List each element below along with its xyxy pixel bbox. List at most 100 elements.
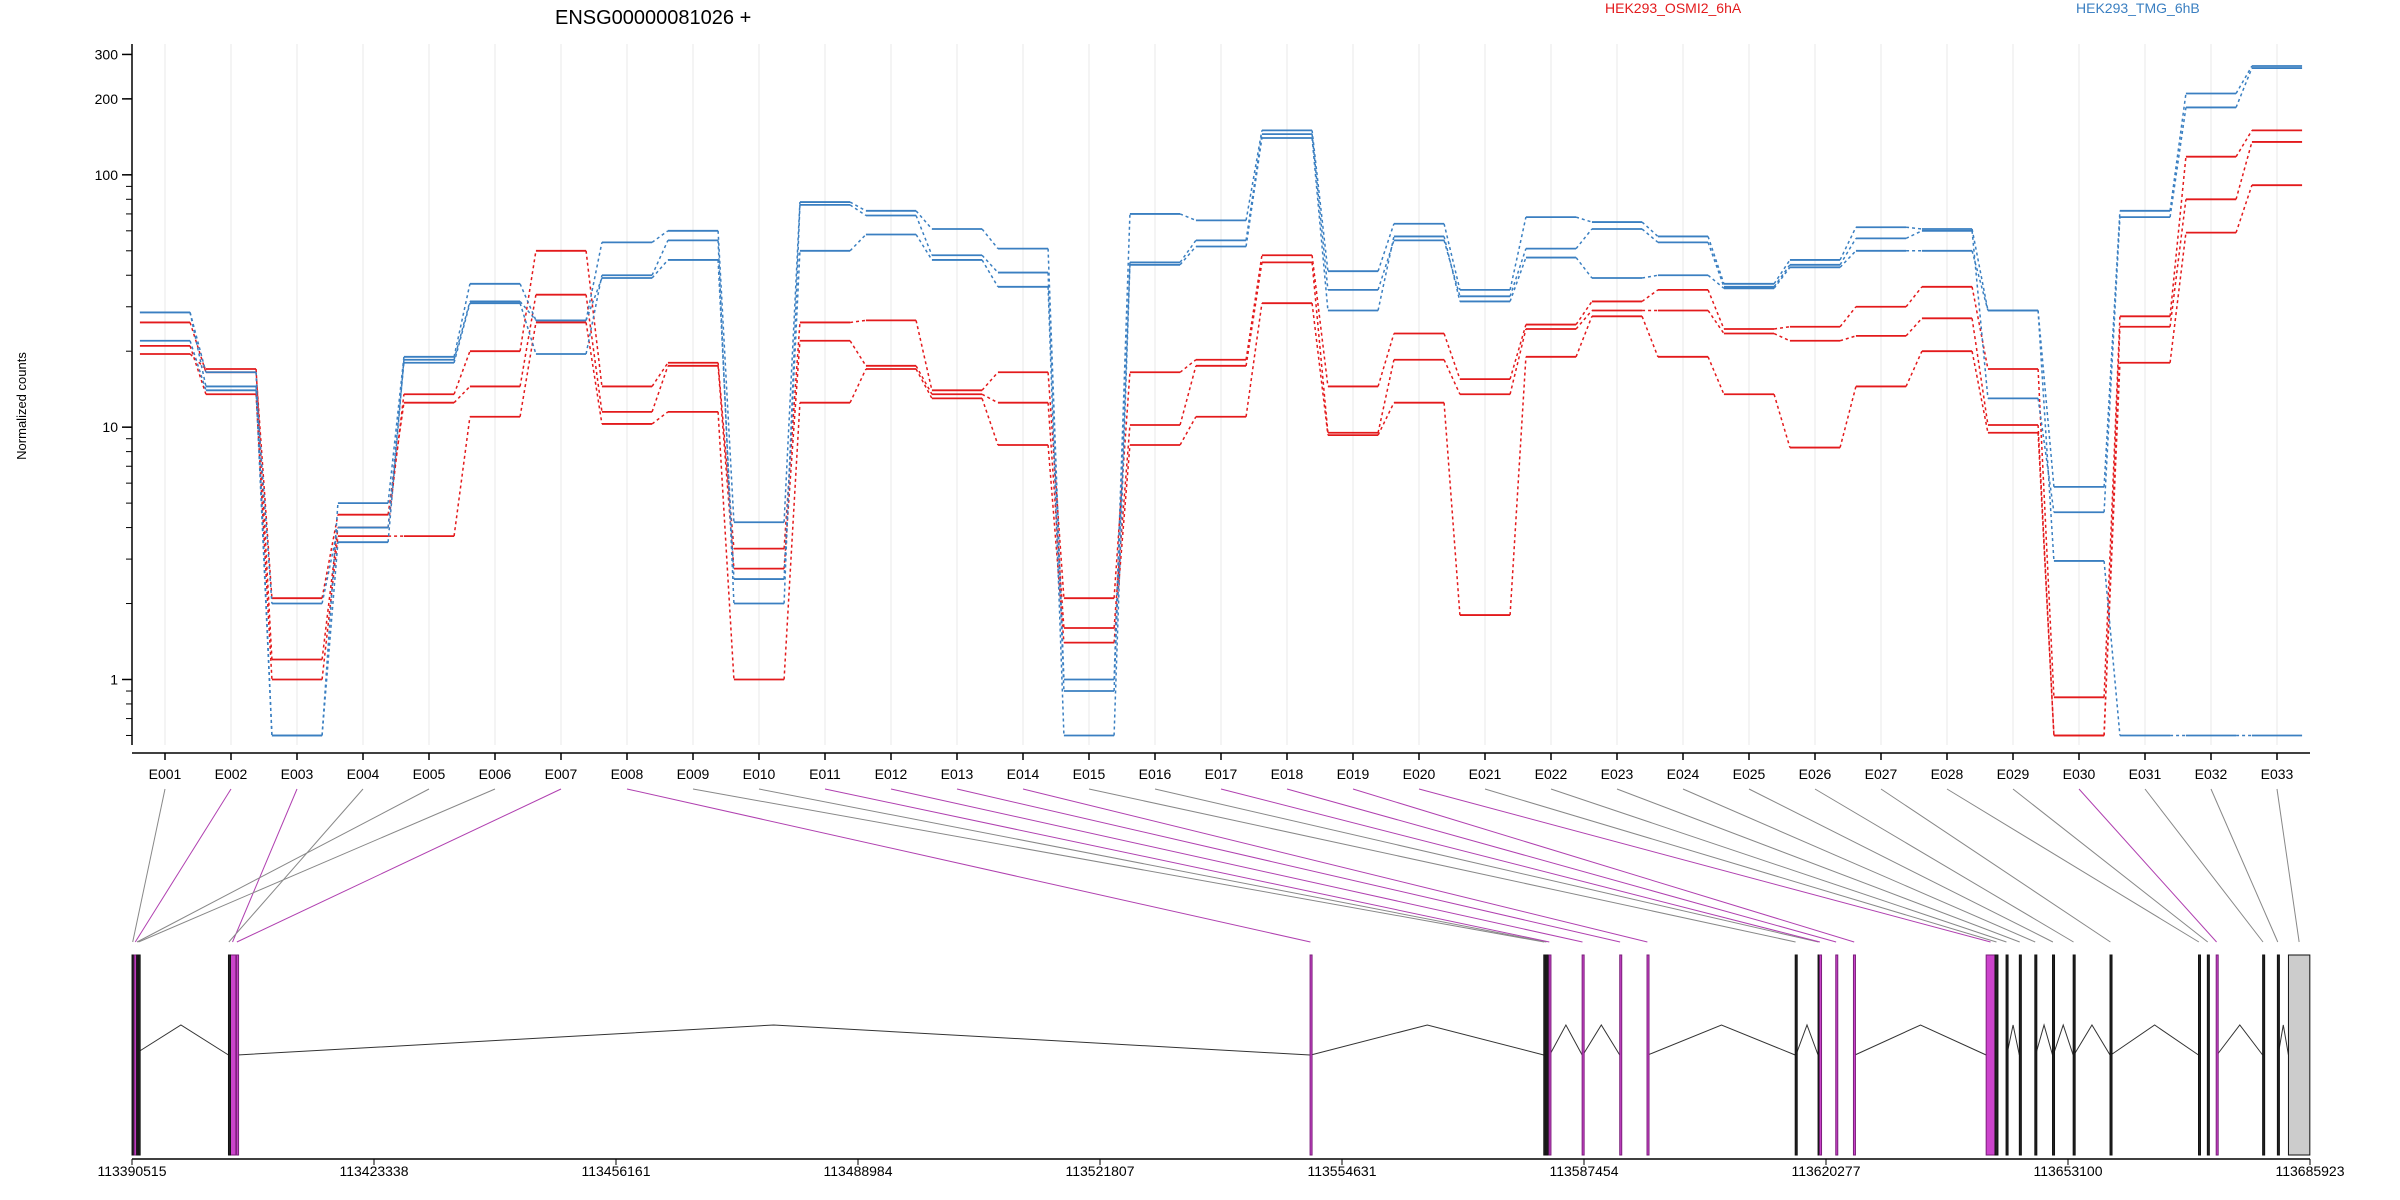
series-connector: [849, 234, 867, 252]
series-connector: [1443, 236, 1461, 302]
genomic-tick-label: 113685923: [2275, 1163, 2344, 1179]
exon-box: [1985, 954, 1996, 1156]
series-connector: [1707, 310, 1725, 334]
series-connector: [1311, 134, 1329, 290]
exon-connector: [1220, 788, 1821, 943]
series-connector: [1839, 237, 1857, 266]
intron-arc: [2073, 1024, 2111, 1056]
series-connector: [189, 312, 207, 373]
intron-arc: [1795, 1023, 1819, 1056]
series-connector: [1641, 289, 1659, 303]
series-connector: [849, 319, 867, 324]
series-connector: [387, 402, 405, 515]
series-connector: [1443, 223, 1461, 291]
exon-connector: [1154, 788, 1819, 943]
series-connector: [651, 362, 669, 387]
exon-connector: [1022, 788, 1648, 943]
series-connector: [1971, 228, 1989, 311]
x-tick-label: E016: [1139, 766, 1172, 782]
series-connector: [1311, 303, 1329, 436]
series-connector: [1707, 289, 1725, 330]
series-connector: [1047, 272, 1065, 692]
series-connector: [717, 259, 735, 580]
exon-connector: [1088, 788, 1796, 943]
series-connector: [651, 365, 669, 413]
series-connector: [717, 411, 735, 680]
y-tick-label: 1: [110, 671, 118, 687]
series-connector: [1377, 359, 1395, 433]
x-tick-label: E014: [1007, 766, 1040, 782]
intron-arc: [133, 1024, 229, 1056]
genomic-tick-label: 113456161: [581, 1163, 650, 1179]
series-lines: [139, 65, 2303, 737]
legend-label-osmi2: HEK293_OSMI2_6hA: [1605, 0, 1742, 16]
series-connector: [2235, 130, 2253, 158]
exon-connector: [134, 788, 232, 943]
x-tick-label: E030: [2063, 766, 2096, 782]
series-connector: [981, 228, 999, 250]
series-connector: [2235, 141, 2253, 200]
series-connector: [1575, 257, 1593, 279]
series-connector: [651, 240, 669, 276]
x-tick-label: E024: [1667, 766, 1700, 782]
series-connector: [717, 362, 735, 549]
series-connector: [321, 536, 339, 680]
exon-box: [1646, 954, 1650, 1156]
exon-connector: [626, 788, 1311, 943]
series-connector: [1179, 239, 1197, 263]
y-tick-label: 10: [102, 419, 118, 435]
exon-box: [1309, 954, 1313, 1156]
x-tick-label: E012: [875, 766, 908, 782]
x-tick-label: E029: [1997, 766, 2030, 782]
intron-arc: [2052, 1023, 2074, 1056]
series-connector: [1641, 221, 1659, 237]
series-connector: [453, 416, 471, 537]
series-connector: [2103, 217, 2121, 513]
series-connector: [1905, 286, 1923, 308]
exon-connector: [232, 788, 298, 943]
exon-connector: [138, 788, 496, 943]
series-connector: [2037, 424, 2055, 736]
chart-title: ENSG00000081026 +: [555, 7, 751, 29]
series-connector: [1443, 359, 1461, 395]
series-connector: [1245, 137, 1263, 247]
exon-connector: [2078, 788, 2217, 943]
series-connector: [1839, 250, 1857, 268]
series-osmi2-rep3: [139, 184, 2303, 737]
x-tick-label: E002: [215, 766, 248, 782]
series-connector: [1443, 240, 1461, 297]
series-connector: [189, 322, 207, 373]
series-connector: [585, 277, 603, 321]
series-connector: [2037, 432, 2055, 736]
exon-connector: [890, 788, 1583, 943]
x-tick-label: E005: [413, 766, 446, 782]
series-connector: [2169, 232, 2187, 363]
series-connector: [321, 527, 339, 604]
exon-box: [2262, 954, 2266, 1156]
series-connector: [1971, 250, 1989, 311]
x-tick-label: E007: [545, 766, 578, 782]
genomic-coordinate-axis: 113390515 113423338 113456161 113488984 1135…: [97, 1158, 2345, 1179]
series-connector: [1641, 228, 1659, 243]
exon-connector: [1814, 788, 2074, 943]
exon-connector: [956, 788, 1621, 943]
exon-connector: [1682, 788, 2036, 943]
series-connector: [1113, 424, 1131, 629]
series-connector: [915, 215, 933, 256]
series-connector: [1971, 230, 1989, 399]
series-connector: [519, 322, 537, 417]
x-tick-label: E021: [1469, 766, 1502, 782]
exon-box: [2276, 954, 2280, 1156]
exon-connector: [236, 788, 562, 943]
intron-arc: [2216, 1024, 2264, 1056]
series-connector: [1245, 262, 1263, 366]
series-connector: [1773, 394, 1791, 448]
series-connector: [1179, 416, 1197, 446]
x-tick-label: E019: [1337, 766, 1370, 782]
x-tick-label: E022: [1535, 766, 1568, 782]
series-connector: [387, 359, 405, 543]
exon-box: [2287, 954, 2311, 1156]
exon-box: [2109, 954, 2113, 1156]
genomic-tick-label: 113488984: [823, 1163, 892, 1179]
intron-arc: [237, 1024, 1311, 1056]
